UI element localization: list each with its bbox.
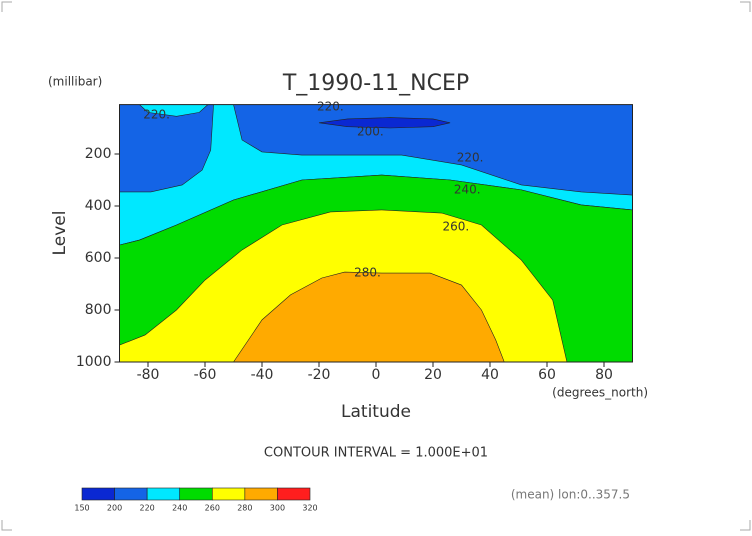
y-tick-label: 200	[85, 146, 112, 162]
contour-label: 220.	[317, 99, 344, 113]
colorbar-swatch	[81, 487, 115, 501]
colorbar-label: 260	[205, 504, 220, 513]
colorbar-swatch	[146, 487, 181, 501]
y-axis-title: Level	[50, 211, 70, 256]
x-tick-label: -60	[194, 367, 217, 383]
plot-area: 220. 220. 200. 220. 240. 260. 280.	[119, 99, 633, 363]
colorbar-label: 220	[140, 504, 155, 513]
colorbar-swatch	[277, 487, 311, 501]
contour-region	[233, 271, 505, 362]
contour-interval: CONTOUR INTERVAL = 1.000E+01	[264, 446, 488, 461]
x-tick-label: 60	[538, 367, 556, 383]
x-tick-label: -20	[308, 367, 331, 383]
y-tick-label: 600	[85, 250, 112, 266]
chart-title: T_1990-11_NCEP	[282, 71, 469, 96]
y-unit: (millibar)	[48, 75, 102, 89]
contour-label: 200.	[357, 124, 384, 138]
colorbar-swatch	[244, 487, 278, 501]
contour-label: 260.	[442, 220, 469, 234]
colorbar-label: 280	[237, 504, 252, 513]
contour-region	[233, 104, 633, 196]
contour-label: 240.	[454, 182, 481, 196]
contour-label: 280.	[354, 266, 381, 280]
contour-label: 220.	[457, 150, 484, 164]
x-tick-label: 40	[481, 367, 499, 383]
contour-region	[119, 104, 214, 193]
colorbar-label: 240	[172, 504, 187, 513]
y-tick-label: 1000	[76, 354, 112, 370]
colorbar-label: 320	[302, 504, 317, 513]
colorbar-swatch	[179, 487, 213, 501]
x-tick-label: -40	[251, 367, 274, 383]
contour-fill	[119, 104, 633, 362]
y-tick-label: 400	[85, 198, 112, 214]
colorbar-swatch	[114, 487, 148, 501]
x-tick-label: 80	[595, 367, 613, 383]
colorbar-label: 300	[270, 504, 285, 513]
x-unit: (degrees_north)	[552, 386, 648, 400]
contour-label: 220.	[143, 108, 170, 122]
colorbar-label: 200	[107, 504, 122, 513]
x-tick-label: 20	[424, 367, 442, 383]
y-tick-label: 800	[85, 302, 112, 318]
contour-region	[318, 117, 451, 129]
x-tick-label: 0	[372, 367, 381, 383]
colorbar-swatch	[211, 487, 246, 501]
x-axis-title: Latitude	[341, 402, 411, 422]
colorbar-label: 150	[74, 504, 89, 513]
footer: (mean) lon:0..357.5	[511, 488, 630, 502]
x-tick-label: -80	[137, 367, 160, 383]
